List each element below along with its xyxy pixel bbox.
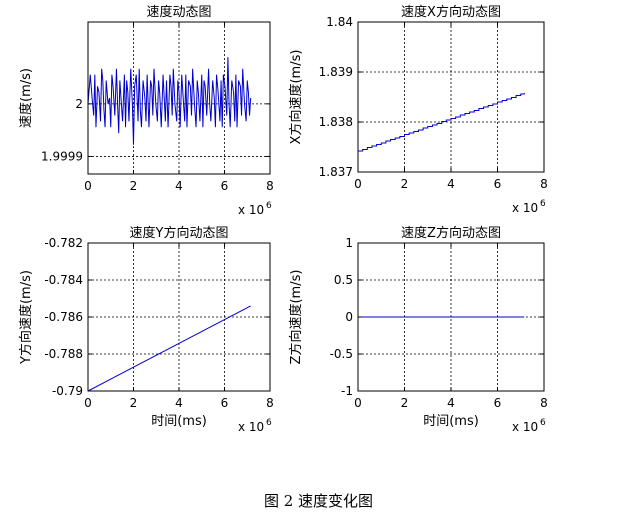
y-tick-label: 2	[75, 97, 83, 111]
y-axis-label: X方向速度(m/s)	[288, 50, 304, 145]
figure-caption: 图 2 速度变化图	[263, 492, 374, 510]
x-tick-label: 2	[401, 396, 409, 410]
chart-title: 速度Y方向动态图	[130, 225, 229, 241]
x-tick-label: 2	[401, 177, 409, 191]
x-multiplier: x 10	[512, 201, 538, 215]
x-multiplier-exponent: 6	[540, 199, 546, 209]
chart-2: 0 2 4 6 8 1.837 1.838 1.839 1.84 速度X方向动态图 X方向速度(m/…	[288, 4, 548, 215]
x-axis-label: 时间(ms)	[151, 414, 207, 429]
x-tick-label: 8	[266, 396, 274, 410]
chart-title: 速度X方向动态图	[401, 4, 501, 20]
x-tick-label: 2	[130, 396, 138, 410]
x-tick-label: 8	[540, 396, 548, 410]
chart-title: 速度动态图	[146, 4, 211, 20]
x-tick-label: 0	[84, 396, 92, 410]
y-tick-label: -0.782	[44, 236, 83, 250]
chart-3: 0 2 4 6 8 -0.79 -0.788 -0.786 -0.784 -0.782 速度Y方向动…	[18, 225, 274, 434]
x-tick-label: 6	[221, 396, 229, 410]
x-multiplier-exponent: 6	[266, 201, 272, 211]
y-tick-label: 1	[345, 236, 353, 250]
x-tick-label: 6	[494, 177, 502, 191]
x-tick-label: 2	[130, 179, 138, 193]
x-tick-label: 0	[84, 179, 92, 193]
x-multiplier: x 10	[238, 203, 264, 217]
x-axis-label: 时间(ms)	[423, 414, 479, 429]
y-tick-label: 1.838	[319, 115, 353, 129]
y-tick-label: 0	[345, 310, 353, 324]
x-tick-label: 4	[447, 396, 455, 410]
series-line	[87, 57, 252, 145]
y-axis-label: Z方向速度(m/s)	[288, 270, 304, 365]
x-tick-label: 6	[221, 179, 229, 193]
x-multiplier: x 10	[512, 420, 538, 434]
y-axis-label: Y方向速度(m/s)	[18, 270, 34, 365]
y-tick-label: -0.79	[52, 384, 83, 398]
y-tick-label: -1	[341, 384, 353, 398]
series-line	[358, 93, 525, 152]
y-tick-label: -0.788	[44, 347, 83, 361]
x-multiplier-exponent: 6	[540, 418, 546, 428]
y-tick-label: 1.839	[319, 65, 353, 79]
x-multiplier-exponent: 6	[266, 418, 272, 428]
y-tick-label: 1.84	[326, 15, 353, 29]
x-tick-label: 4	[175, 396, 183, 410]
y-axis-label: 速度(m/s)	[18, 68, 34, 128]
x-tick-label: 6	[494, 396, 502, 410]
x-multiplier: x 10	[238, 420, 264, 434]
x-tick-label: 4	[175, 179, 183, 193]
y-tick-label: 1.9999	[41, 149, 83, 163]
x-tick-label: 4	[447, 177, 455, 191]
y-tick-label: -0.5	[330, 347, 353, 361]
y-tick-label: -0.786	[44, 310, 83, 324]
x-tick-label: 0	[354, 177, 362, 191]
y-tick-label: 1.837	[319, 165, 353, 179]
x-tick-label: 8	[540, 177, 548, 191]
y-tick-label: -0.784	[44, 273, 83, 287]
y-tick-label: 0.5	[334, 273, 353, 287]
series-line	[87, 305, 251, 392]
x-tick-label: 8	[266, 179, 274, 193]
x-tick-label: 0	[354, 396, 362, 410]
chart-title: 速度Z方向动态图	[401, 225, 501, 241]
